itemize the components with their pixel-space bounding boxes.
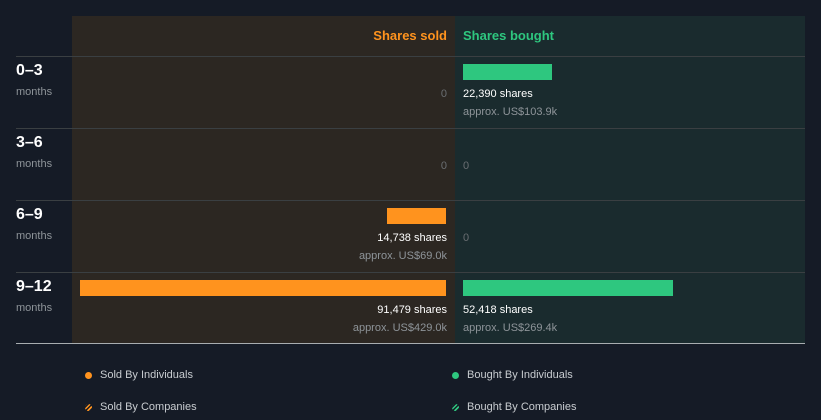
divider: [16, 272, 805, 273]
shares-sold-header: Shares sold: [373, 28, 447, 43]
legend-label: Sold By Individuals: [100, 369, 193, 381]
legend-label: Sold By Companies: [100, 401, 197, 413]
bought-value-zero: 0: [463, 232, 470, 244]
sold-bar: [80, 280, 446, 296]
sold-bar: [387, 208, 446, 224]
legend-label: Bought By Companies: [467, 401, 577, 413]
sold-approx-value: approx. US$69.0k: [358, 250, 447, 262]
bought-value-zero: 0: [463, 160, 470, 172]
period-unit: months: [16, 86, 53, 98]
sold-value-zero: 0: [440, 88, 447, 100]
bought-approx-value: approx. US$103.9k: [463, 106, 558, 118]
legend-sold-individuals: Sold By Individuals: [85, 369, 193, 381]
bought-shares: 52,418 shares: [463, 304, 533, 316]
green-hatched-dot-icon: [452, 403, 459, 411]
legend-bought-companies: Bought By Companies: [452, 401, 576, 413]
sold-approx-value: approx. US$429.0k: [352, 322, 447, 334]
divider: [16, 200, 805, 201]
orange-hatched-dot-icon: [85, 403, 92, 411]
green-dot-icon: [452, 371, 459, 379]
period-range: 6–9: [16, 206, 43, 223]
period-unit: months: [16, 230, 53, 242]
period-range: 3–6: [16, 134, 43, 151]
period-unit: months: [16, 302, 53, 314]
orange-dot-icon: [85, 371, 92, 379]
bought-bar: [463, 64, 552, 80]
legend-sold-companies: Sold By Companies: [85, 401, 197, 413]
sold-value-zero: 0: [440, 160, 447, 172]
period-label: 0–3 months: [16, 62, 52, 98]
sold-shares: 91,479 shares: [377, 304, 447, 316]
legend-bought-individuals: Bought By Individuals: [452, 369, 573, 381]
legend-label: Bought By Individuals: [467, 369, 573, 381]
period-range: 0–3: [16, 62, 43, 79]
sold-shares: 14,738 shares: [377, 232, 447, 244]
divider: [16, 128, 805, 129]
period-label: 6–9 months: [16, 206, 52, 242]
bought-approx-value: approx. US$269.4k: [463, 322, 558, 334]
period-label: 3–6 months: [16, 134, 52, 170]
shares-bought-header: Shares bought: [463, 28, 555, 43]
period-unit: months: [16, 158, 53, 170]
divider: [16, 56, 805, 57]
period-label: 9–12 months: [16, 278, 52, 314]
bought-bar: [463, 280, 673, 296]
period-range: 9–12: [16, 278, 52, 295]
bought-shares: 22,390 shares: [463, 88, 533, 100]
chart-baseline: [16, 343, 805, 344]
